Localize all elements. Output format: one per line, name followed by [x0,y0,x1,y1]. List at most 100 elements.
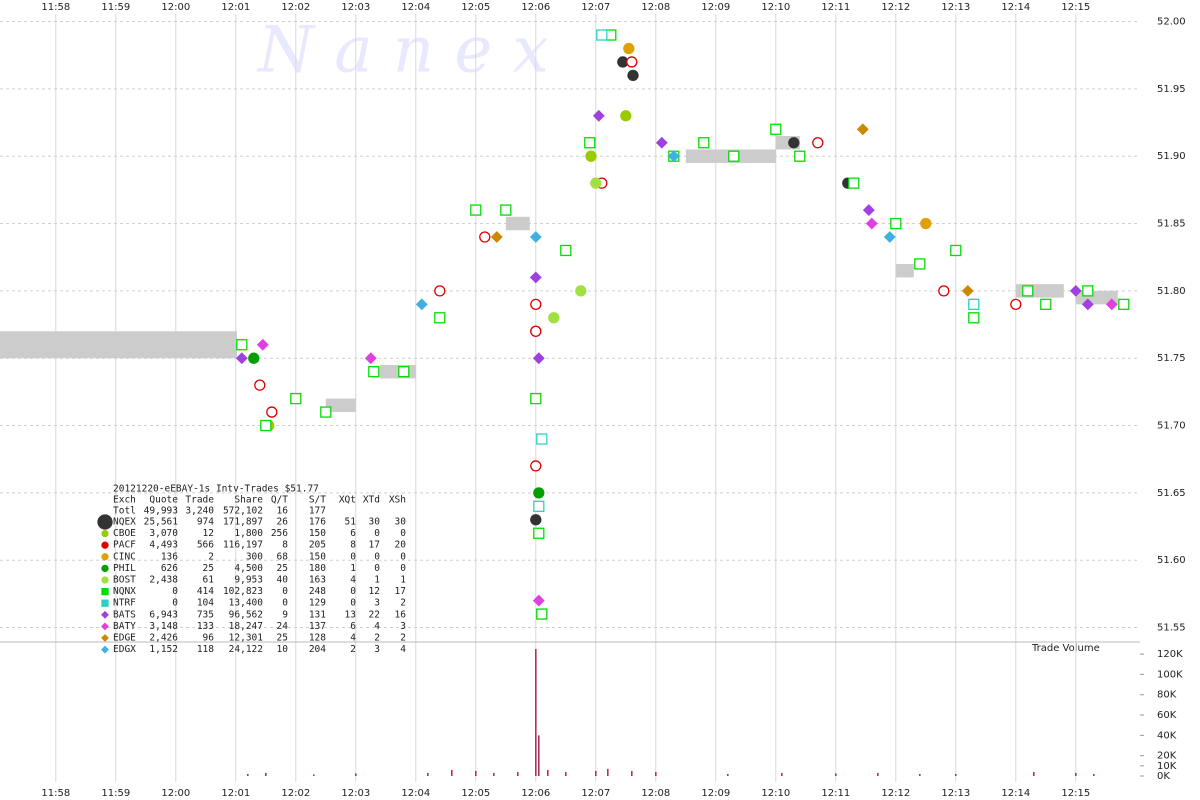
legend-name: EDGE [113,633,136,644]
volume-bar [547,769,549,776]
trade-marker [590,177,602,189]
legend-stat: 204 [309,644,326,655]
x-tick-label: 12:01 [221,788,250,799]
legend-stat: 6,943 [149,609,178,620]
volume-bar [631,770,633,776]
legend-stat: 176 [309,517,326,528]
trade-marker [848,177,860,189]
legend-name: NQNX [113,586,136,597]
trade-marker [1082,285,1094,297]
volume-bar [355,773,357,776]
trade-marker [532,352,545,365]
y-tick-label: 51.90 [1157,151,1186,162]
trade-marker [1118,298,1130,310]
trade-marker [1069,284,1082,297]
legend-stat: 4 [350,633,356,644]
volume-bar [538,735,540,776]
trade-marker [794,150,806,162]
spread-band [325,398,356,413]
legend-marker [101,622,109,631]
legend-stat: 51 [345,517,357,528]
trade-marker [479,231,491,243]
legend-stat: 300 [246,551,263,562]
spread-band [0,331,237,359]
trade-marker [532,594,545,607]
legend-stat: 1 [350,563,356,574]
trade-marker [560,244,572,257]
legend-marker [101,634,109,642]
x-tick-label: 12:11 [821,2,850,13]
x-tick-label: 12:14 [1001,788,1030,799]
legend-stat: 2 [374,633,380,644]
trade-marker [434,312,446,324]
volume-tick-label: 40K [1157,730,1177,741]
x-tick-label: 12:02 [281,2,310,13]
volume-bar [565,771,567,776]
trade-marker [533,487,545,499]
legend-stat: 13 [345,609,356,620]
legend-stat: 22 [369,609,380,620]
x-tick-label: 12:09 [701,2,730,13]
trade-marker [254,379,266,391]
legend-stat: 25 [203,563,214,574]
legend-stat: 133 [197,621,214,632]
legend-stat: 102,823 [223,586,263,597]
x-tick-label: 12:06 [521,788,550,799]
volume-bar [535,649,537,776]
legend-stat: 96,562 [229,609,263,620]
x-tick-label: 12:15 [1061,788,1090,799]
legend-marker [101,576,109,584]
legend-stat: 24,122 [229,644,263,655]
trade-marker [536,608,548,620]
x-tick-label: 12:12 [881,788,910,799]
x-tick-label: 12:13 [941,2,970,13]
legend-header: XQt [339,495,356,506]
trade-marker [548,312,560,324]
legend-stat: 2 [208,551,214,562]
legend-stat: 0 [172,598,178,609]
legend-name: NQEX [113,517,136,528]
legend-stat: 3,070 [149,528,178,539]
trade-marker [529,271,542,284]
trade-marker [584,137,596,149]
y-tick-label: 51.80 [1157,286,1186,297]
trade-marker [938,285,950,297]
trade-marker [530,298,542,310]
legend-stat: 0 [282,598,288,609]
trade-marker [398,366,410,378]
trade-marker [627,69,639,82]
x-tick-label: 11:58 [41,2,70,13]
legend-header: XSh [389,495,406,506]
volume-bar [607,768,609,776]
volume-bar [781,772,783,776]
trade-marker [961,284,974,297]
x-tick-label: 12:04 [401,2,430,13]
trade-marker [470,204,482,216]
volume-bar [955,773,957,776]
legend-stat: 18,247 [229,621,263,632]
legend-stat: 205 [309,540,326,551]
trade-marker [865,217,878,230]
legend-header: Trade [185,495,214,506]
trade-marker [585,150,597,162]
x-tick-label: 12:11 [821,788,850,799]
volume-tick-label: 0K [1157,771,1170,782]
volume-bar [919,773,921,776]
trade-marker [667,150,680,163]
legend-stat: 30 [395,517,407,528]
legend-stat: 248 [309,586,326,597]
legend-stat: 20 [395,540,407,551]
trade-marker [920,217,932,230]
spread-band [895,263,914,278]
y-tick-label: 51.75 [1157,353,1186,364]
spread-band [505,216,530,231]
y-tick-label: 51.70 [1157,421,1186,432]
trade-marker [770,123,782,135]
legend-stat: 104 [197,598,214,609]
volume-bar [595,770,597,776]
legend-stat: 4 [374,621,380,632]
legend-stat: 0 [400,563,406,574]
trade-marker [320,406,332,418]
legend-stat: 24 [277,621,289,632]
legend-stat: 2 [400,633,406,644]
